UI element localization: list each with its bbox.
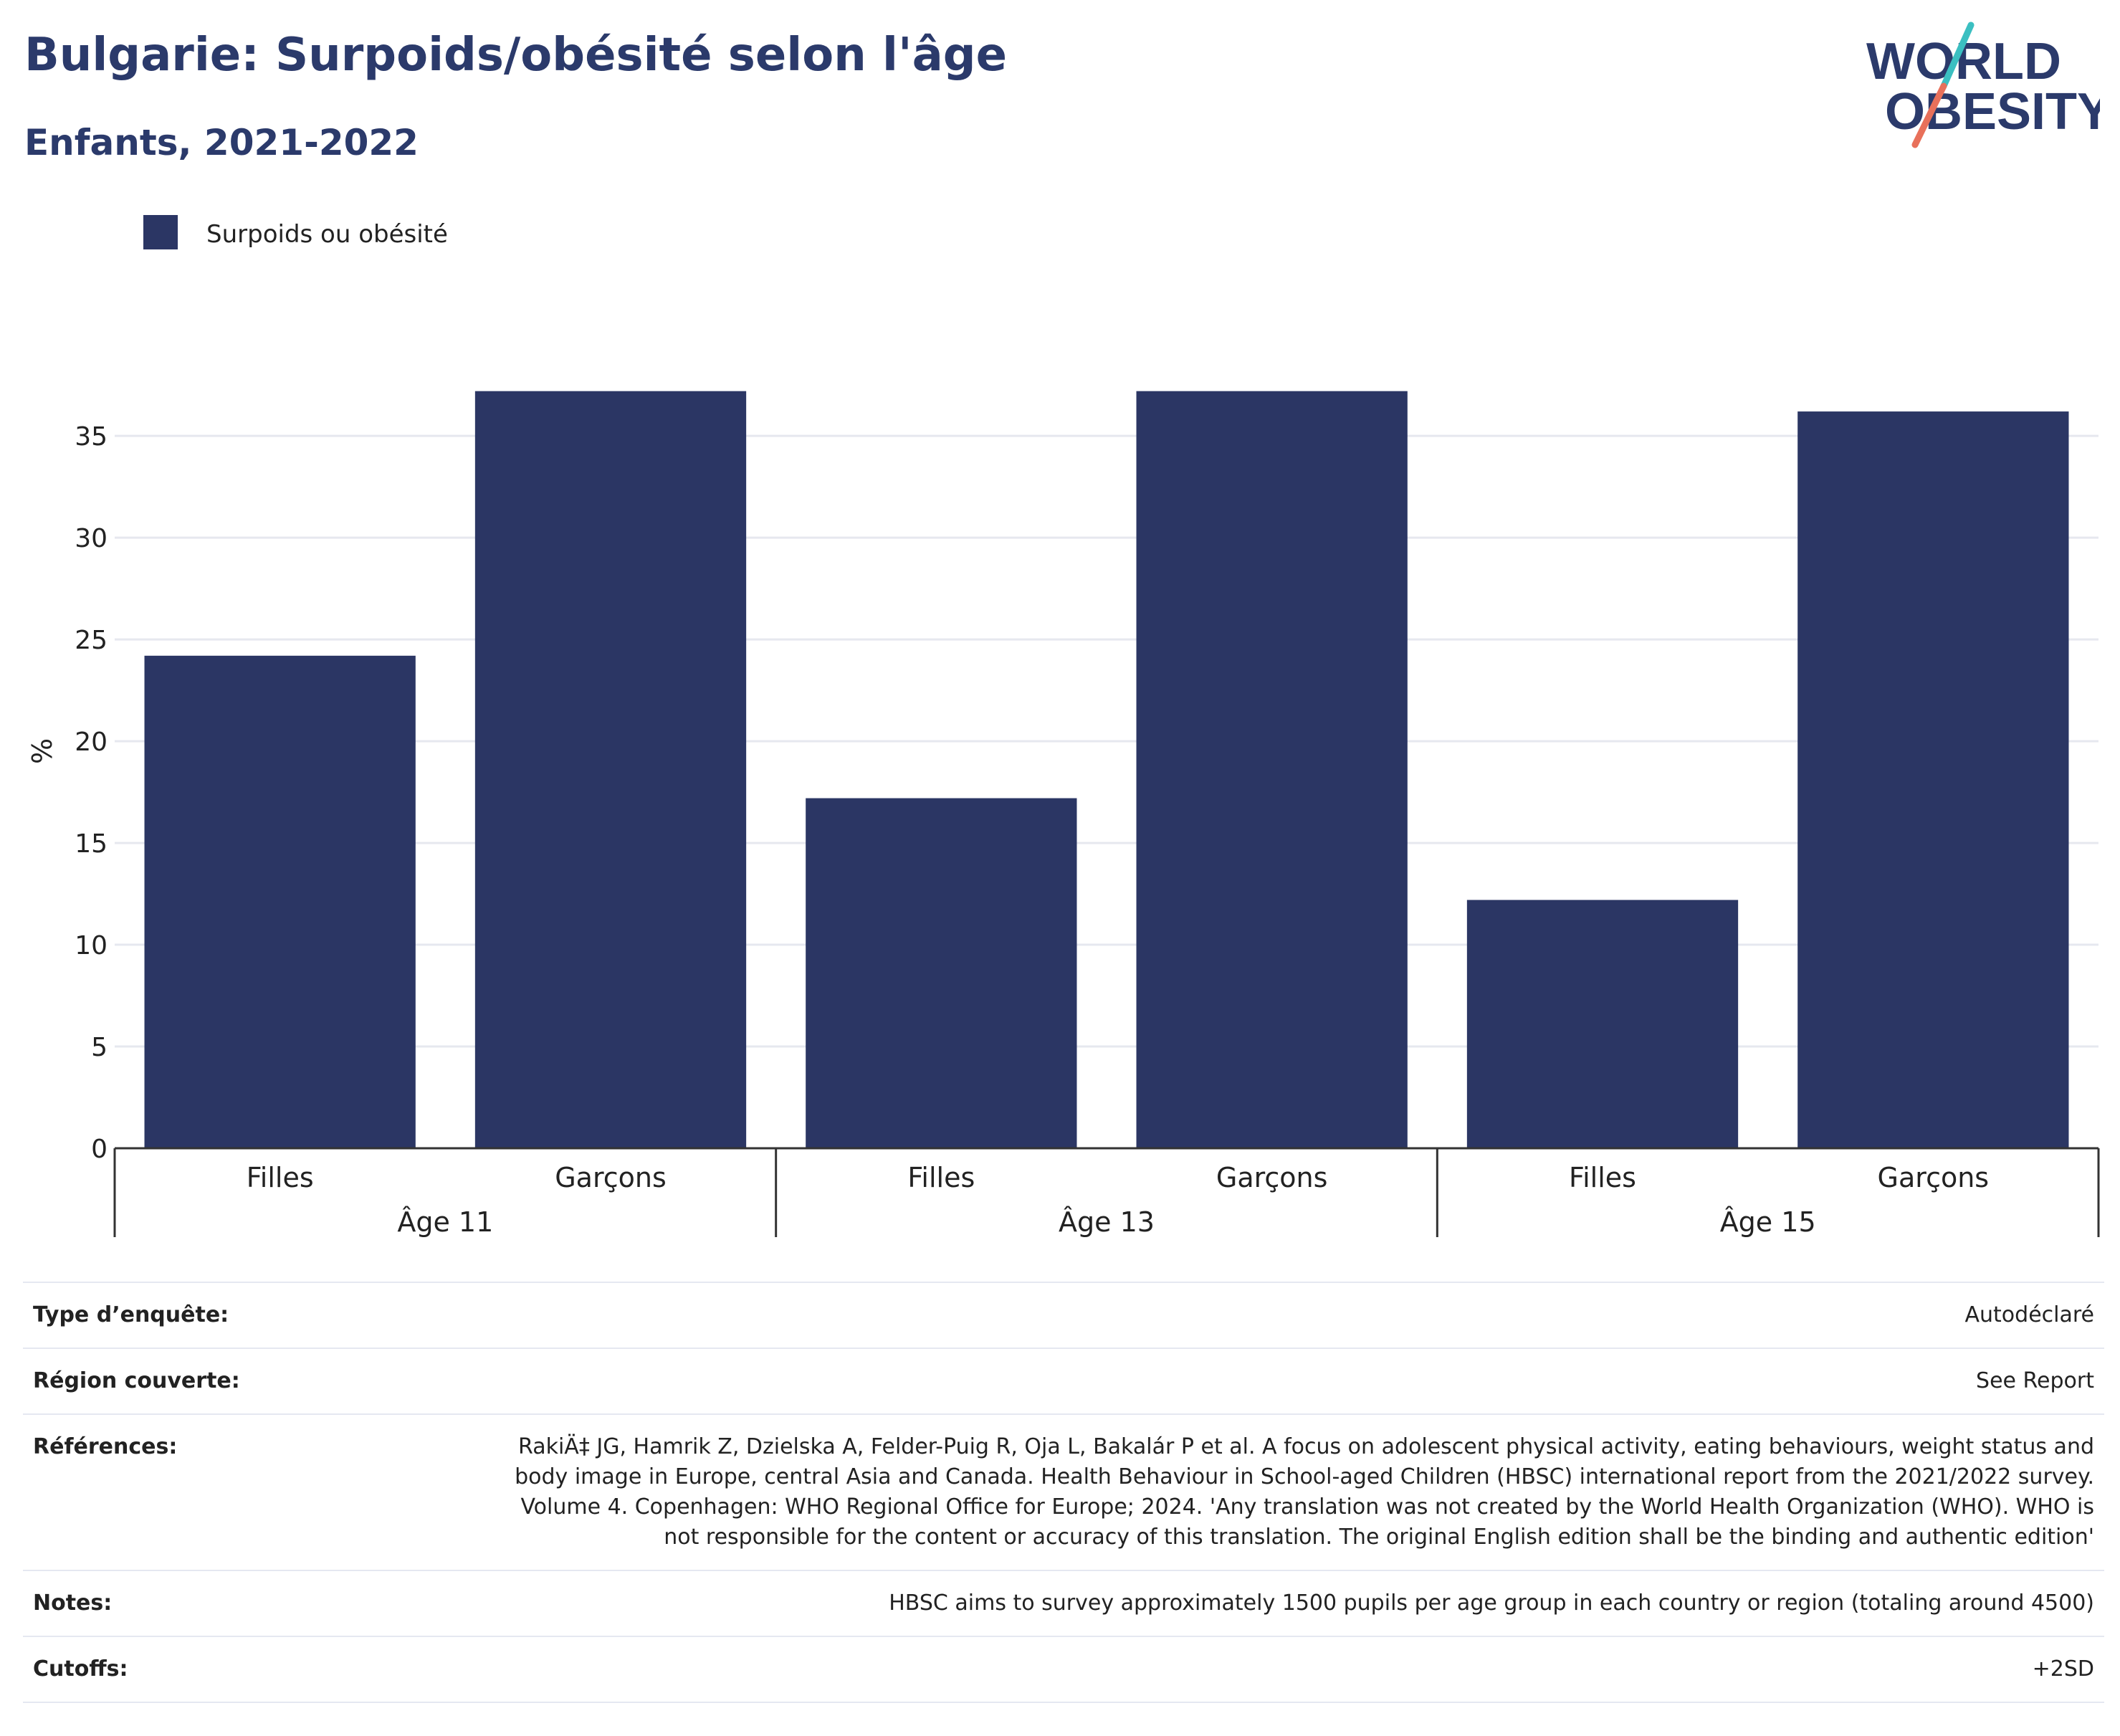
page-title: Bulgarie: Surpoids/obésité selon l'âge	[24, 29, 1007, 82]
info-value: HBSC aims to survey approximately 1500 p…	[473, 1570, 2104, 1637]
bar-filles-2	[806, 798, 1077, 1148]
info-row: Cutoffs: +2SD	[23, 1636, 2104, 1703]
bar-garons-2	[1136, 391, 1408, 1148]
info-label: Cutoffs:	[23, 1636, 473, 1703]
x-group-label: Âge 11	[397, 1206, 493, 1238]
info-row: Notes: HBSC aims to survey approximately …	[23, 1570, 2104, 1637]
legend: Surpoids ou obésité	[143, 215, 448, 249]
y-tick-label: 20	[75, 728, 108, 757]
bar-filles-1	[144, 655, 416, 1148]
info-table: Type d’enquête: Autodéclaré Région couvert…	[23, 1282, 2104, 1703]
bar-garons-1	[474, 391, 747, 1148]
info-value: See Report	[473, 1348, 2104, 1415]
x-group-label: Âge 15	[1720, 1206, 1816, 1238]
logo-slash-bottom	[1911, 82, 1947, 148]
bar-garons-3	[1797, 411, 2069, 1148]
x-tick-label: Filles	[1569, 1162, 1636, 1193]
x-tick-label: Filles	[907, 1162, 975, 1193]
y-tick-label: 30	[75, 524, 108, 553]
info-label: Type d’enquête:	[23, 1282, 473, 1349]
x-tick-label: Garçons	[1216, 1162, 1328, 1193]
info-value: Autodéclaré	[473, 1282, 2104, 1349]
y-tick-label: 15	[75, 829, 108, 859]
info-row: Références: RakiÄ‡ JG, Hamrik Z, Dzielska…	[23, 1413, 2104, 1571]
info-value: +2SD	[473, 1636, 2104, 1703]
world-obesity-logo: WORLD OBESITY	[1866, 22, 2100, 148]
y-axis-label: %	[27, 738, 58, 764]
y-tick-label: 25	[75, 626, 108, 655]
info-label: Notes:	[23, 1570, 473, 1637]
gridlines	[115, 434, 2098, 1048]
y-tick-label: 0	[91, 1135, 108, 1164]
x-tick-label: Garçons	[1878, 1162, 1990, 1193]
legend-label: Surpoids ou obésité	[206, 220, 448, 249]
axes: 0 5 10 15 20 25 30 35 Filles Garçons Filles Garçons…	[75, 422, 2100, 1238]
page-subtitle: Enfants, 2021-2022	[24, 122, 419, 163]
info-label: Références:	[23, 1413, 473, 1571]
x-tick-label: Garçons	[555, 1162, 667, 1193]
info-row: Type d’enquête: Autodéclaré	[23, 1282, 2104, 1349]
x-tick-label: Filles	[247, 1162, 314, 1193]
info-row: Région couverte: See Report	[23, 1348, 2104, 1415]
y-tick-label: 5	[91, 1033, 108, 1062]
bar-filles-3	[1466, 900, 1739, 1148]
y-tick-label: 10	[75, 931, 108, 960]
info-value: RakiÄ‡ JG, Hamrik Z, Dzielska A, Felder-…	[473, 1413, 2104, 1571]
bars	[144, 391, 2069, 1148]
info-label: Région couverte:	[23, 1348, 473, 1415]
legend-swatch	[143, 215, 178, 249]
x-group-label: Âge 13	[1059, 1206, 1155, 1238]
y-tick-label: 35	[75, 422, 108, 452]
bar-chart: Surpoids ou obésité 0 5 10 15 20 25 30 35 Filles…	[27, 215, 2100, 1238]
logo-slash-top	[1940, 22, 1975, 90]
